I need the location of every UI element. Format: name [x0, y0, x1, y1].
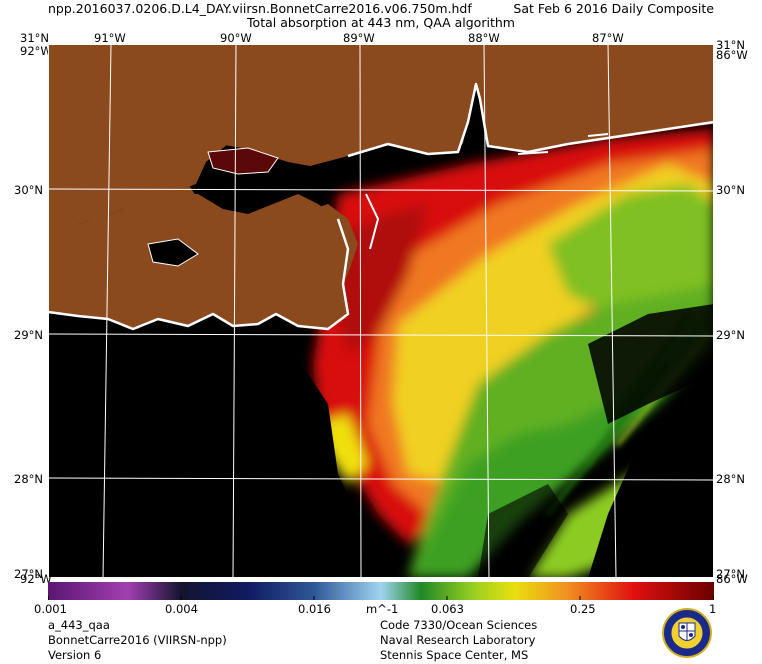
inland-water-outline — [147, 238, 199, 267]
colorbar-gradient — [48, 582, 714, 600]
lon-label-top-90: 90°W — [220, 31, 252, 45]
no-data-gaps — [48, 304, 714, 578]
lat-label-right-30: 30°N — [716, 183, 745, 197]
lat-label-right-29: 29°N — [716, 328, 745, 342]
land-mass-main — [48, 44, 714, 230]
lon-label-top-87: 87°W — [592, 31, 624, 45]
org-name: Naval Research Laboratory — [380, 633, 536, 647]
colorbar-tick-0004: 0.004 — [165, 602, 198, 616]
colorbar-unit: m^-1 — [366, 602, 399, 616]
colorbar-tick-0063: 0.063 — [431, 602, 464, 616]
lon-label-bottom-left: 92°W — [20, 572, 52, 586]
lon-label-corner-left: 92°W — [20, 44, 52, 58]
lon-label-top-91: 91°W — [94, 31, 126, 45]
barrier-islands — [365, 133, 609, 250]
lat-label-left-29: 29°N — [14, 328, 43, 342]
lat-label-top-left: 31°N — [20, 31, 49, 45]
lon-label-top-88: 88°W — [468, 31, 500, 45]
variable-name: a_443_qaa — [48, 618, 110, 632]
file-name: npp.2016037.0206.D.L4_DAY.viirsn.BonnetC… — [48, 1, 472, 16]
colorbar — [48, 582, 714, 600]
nrl-seal-icon — [662, 608, 712, 658]
lake-pontchartrain-outline — [207, 147, 279, 175]
colorbar-tick-025: 0.25 — [570, 602, 596, 616]
absorption-map — [48, 44, 714, 578]
lat-label-bottom-right: 27°N — [716, 567, 745, 581]
org-location: Stennis Space Center, MS — [380, 648, 529, 662]
coastline — [48, 82, 714, 331]
lat-label-right-28: 28°N — [716, 472, 745, 486]
graticule — [48, 44, 714, 578]
lon-label-bottom-right: 86°W — [716, 572, 748, 586]
land-delta — [48, 194, 348, 329]
lat-label-bottom-left: 27°N — [14, 567, 43, 581]
composite-date: Sat Feb 6 2016 Daily Composite — [513, 1, 714, 16]
colorbar-tick-0001: 0.001 — [34, 602, 67, 616]
lat-label-left-30: 30°N — [14, 183, 43, 197]
lon-label-top-89: 89°W — [343, 31, 375, 45]
absorption-field — [313, 129, 714, 578]
org-code: Code 7330/Ocean Sciences — [380, 618, 538, 632]
product-title: Total absorption at 443 nm, QAA algorith… — [247, 15, 515, 30]
colorbar-tick-0016: 0.016 — [298, 602, 331, 616]
colorbar-tick-1: 1 — [709, 602, 717, 616]
lon-label-corner-right: 86°W — [716, 48, 748, 62]
lat-label-left-28: 28°N — [14, 472, 43, 486]
region-sensor: BonnetCarre2016 (VIIRSN-npp) — [48, 633, 227, 647]
version: Version 6 — [48, 648, 102, 662]
lat-label-top-right: 31°N — [716, 38, 745, 52]
